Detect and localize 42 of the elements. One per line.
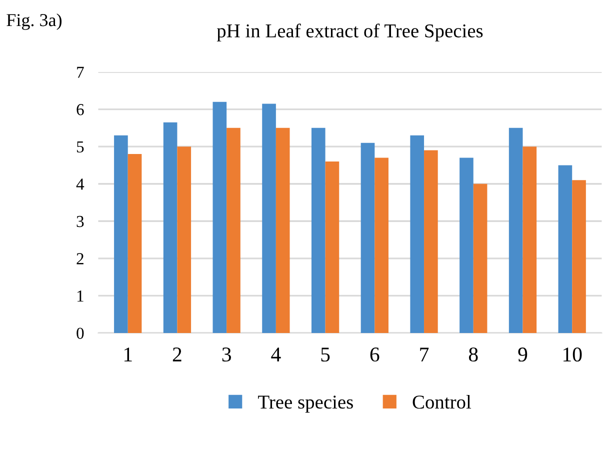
x-tick-label: 6 [370, 348, 380, 362]
y-tick-label: 7 [77, 66, 84, 78]
x-tick-label: 5 [321, 348, 330, 362]
x-tick-label: 4 [271, 348, 281, 362]
bar [163, 122, 178, 333]
bar [128, 154, 142, 333]
bar [460, 158, 474, 333]
bar [360, 142, 375, 333]
x-tick-label: 10 [564, 347, 582, 362]
bar [325, 161, 340, 333]
caption: Fig. 3a) [6, 14, 62, 30]
bar [177, 146, 192, 333]
bar [508, 128, 523, 333]
y-tick-label: 0 [76, 328, 84, 339]
bar [262, 104, 276, 333]
x-tick-label: 7 [420, 348, 429, 362]
chart-title: pH in Leaf extract of Tree Species [216, 24, 483, 42]
x-tick-label: 9 [518, 348, 528, 362]
legend-label: Control [412, 394, 472, 409]
y-tick-label: 1 [77, 290, 84, 302]
bar [226, 128, 240, 333]
bar [558, 165, 572, 333]
bar [410, 135, 424, 333]
bar [424, 150, 438, 333]
y-tick-label: 3 [76, 216, 84, 228]
bar [473, 184, 488, 333]
bar [311, 128, 326, 333]
bar [114, 135, 128, 333]
bar [572, 180, 586, 333]
y-tick-label: 5 [76, 141, 84, 153]
y-tick-label: 4 [76, 178, 84, 190]
bar [212, 102, 227, 333]
x-tick-label: 1 [124, 348, 132, 362]
bar [522, 146, 537, 333]
x-tick-label: 3 [222, 348, 231, 362]
y-tick-label: 6 [76, 104, 84, 116]
x-tick-label: 2 [172, 348, 182, 362]
x-tick-label: 8 [468, 347, 478, 362]
bar [276, 128, 290, 333]
legend-label: Tree species [258, 396, 353, 413]
y-tick-label: 2 [76, 253, 84, 264]
bar [374, 158, 388, 333]
